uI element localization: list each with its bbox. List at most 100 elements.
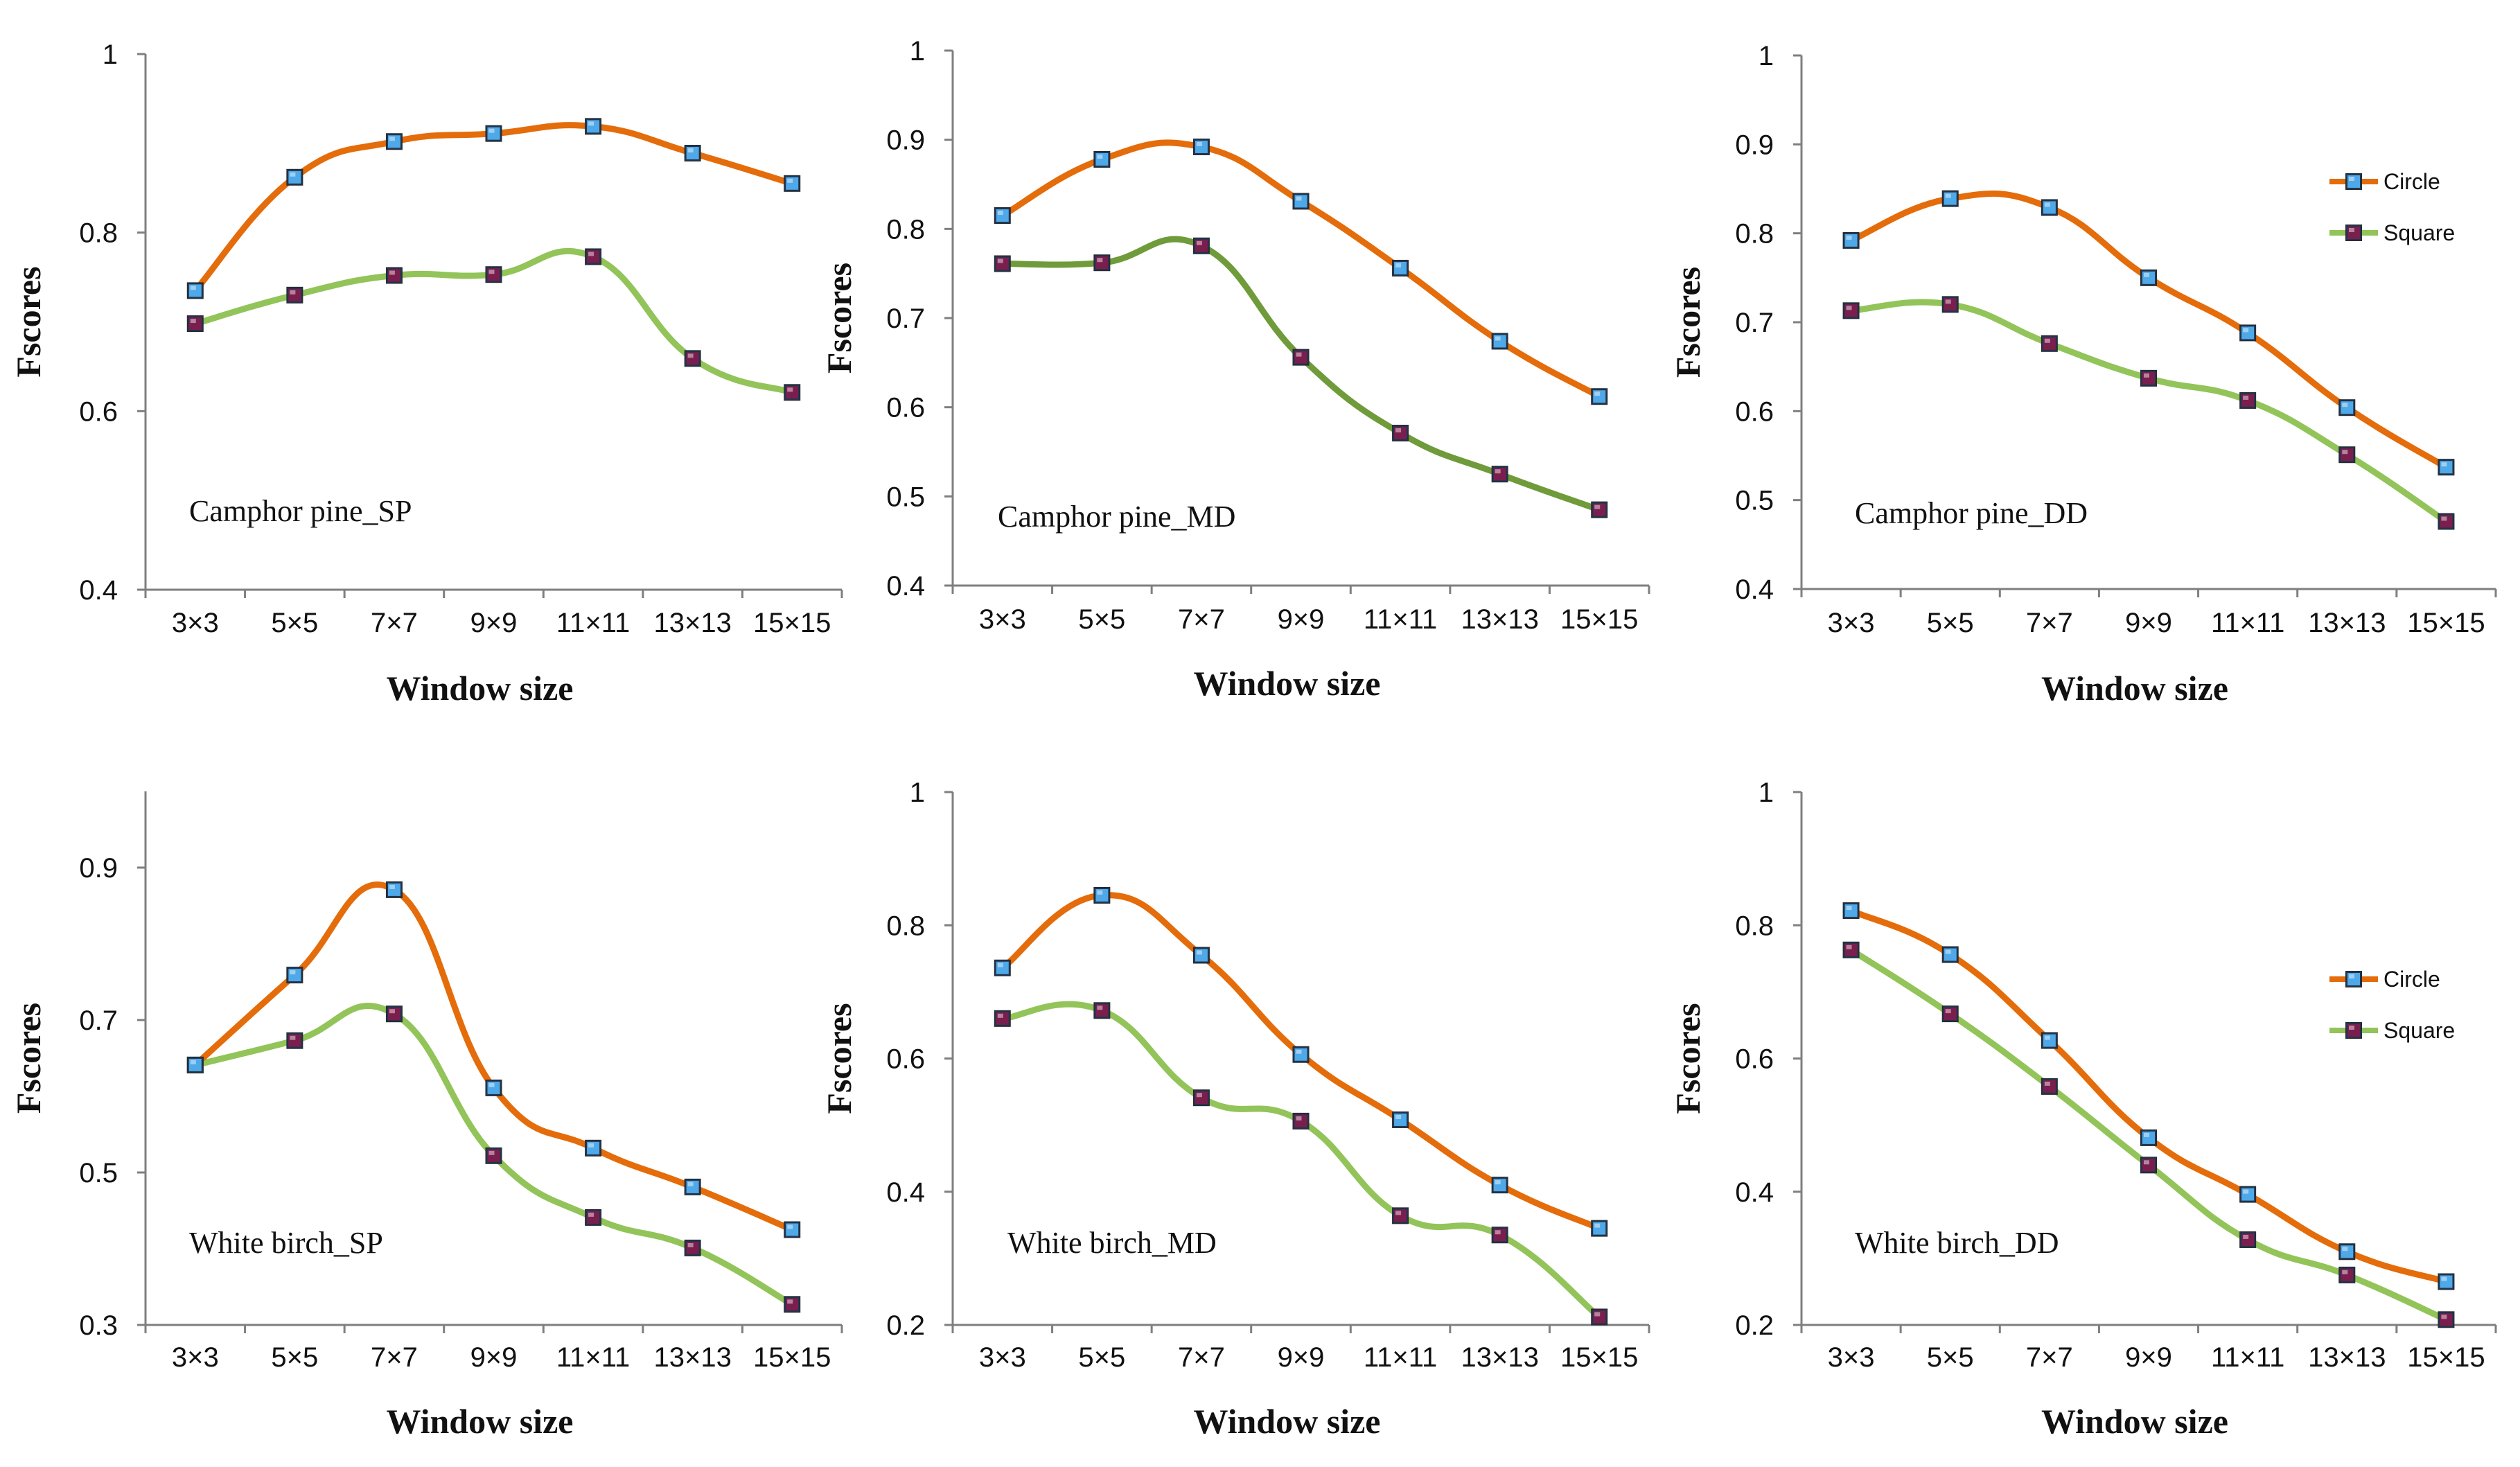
point-square <box>1192 237 1210 254</box>
point-circle-face <box>1843 903 1859 919</box>
point-square-face <box>1193 238 1209 254</box>
point-square-face <box>2041 1078 2057 1094</box>
point-circle <box>1093 150 1111 168</box>
point-square-highlight <box>1097 1005 1103 1010</box>
point-circle <box>1292 193 1310 210</box>
y-tick-label: 0.6 <box>886 1044 925 1075</box>
point-circle-face <box>2041 200 2057 216</box>
point-square-highlight <box>787 387 793 392</box>
point-square-highlight <box>2243 395 2249 400</box>
point-circle-face <box>1094 151 1110 167</box>
point-square <box>286 1032 303 1049</box>
legend: Circle Square <box>2329 169 2455 245</box>
point-circle-highlight <box>1097 890 1103 895</box>
point-circle-highlight <box>1846 906 1852 911</box>
point-square <box>385 1005 403 1023</box>
point-circle <box>1192 947 1210 964</box>
point-square-face <box>1293 349 1309 365</box>
point-square-face <box>2438 1312 2454 1328</box>
point-circle <box>186 1056 204 1073</box>
point-circle-highlight <box>997 963 1003 967</box>
x-tick-label: 13×13 <box>653 1342 731 1373</box>
y-tick-label: 0.9 <box>886 125 925 156</box>
point-square-face <box>2240 1231 2256 1247</box>
point-square-face <box>1942 1006 1958 1022</box>
point-square <box>1392 424 1409 441</box>
series-line-circle <box>192 122 795 294</box>
legend-marker-square-highlight <box>2349 1026 2354 1030</box>
point-square-face <box>1492 1227 1508 1243</box>
point-circle-highlight <box>2342 403 2348 407</box>
y-tick-label: 0.8 <box>886 911 925 941</box>
x-tick-label: 9×9 <box>1278 604 1325 635</box>
point-circle-highlight <box>1594 1223 1601 1228</box>
legend-marker-square-face <box>2346 225 2361 240</box>
point-square <box>784 384 801 401</box>
point-circle-face <box>685 146 701 161</box>
chart-camphor-pine-sp: 0.4 0.6 0.8 1 3×3 5×5 7×7 9×9 11×11 13×13 15×15 Win… <box>9 39 843 708</box>
point-square <box>1292 349 1310 366</box>
point-circle <box>485 1079 502 1096</box>
panel-label: Camphor pine_MD <box>998 500 1235 534</box>
point-circle <box>385 881 403 898</box>
point-square-highlight <box>588 1212 594 1217</box>
point-square-highlight <box>290 1035 296 1040</box>
point-square-highlight <box>787 1299 793 1304</box>
point-circle <box>2041 199 2058 216</box>
point-square <box>2438 1311 2455 1328</box>
y-tick-label: 0.3 <box>79 1310 118 1341</box>
point-circle-highlight <box>1296 196 1302 201</box>
point-square <box>2239 1231 2257 1248</box>
point-square-highlight <box>290 290 296 295</box>
x-tick-label: 11×11 <box>1364 1342 1437 1373</box>
point-circle-highlight <box>2044 1035 2050 1040</box>
point-circle <box>1292 1046 1310 1063</box>
point-circle-face <box>1843 232 1859 248</box>
point-square-highlight <box>1846 945 1852 949</box>
chart-camphor-pine-dd: 0.4 0.5 0.6 0.7 0.8 0.9 1 3×3 5×5 7×7 9×9 11×11 13×1… <box>1668 41 2497 708</box>
y-tick-label: 0.7 <box>886 304 925 334</box>
point-circle-highlight <box>997 211 1003 216</box>
point-square-face <box>1094 255 1110 271</box>
point-circle <box>1941 946 1959 963</box>
x-tick-label: 3×3 <box>1828 608 1875 638</box>
x-tick-label: 15×15 <box>2407 1342 2485 1373</box>
x-tick-label: 15×15 <box>1560 1342 1638 1373</box>
point-circle <box>1591 388 1608 405</box>
point-circle-face <box>2339 400 2355 416</box>
point-circle <box>1491 333 1508 350</box>
point-circle <box>1392 1111 1409 1128</box>
y-tick-label: 1 <box>910 778 925 808</box>
point-circle-highlight <box>2441 1276 2447 1281</box>
point-square <box>1093 254 1111 272</box>
point-square <box>2140 1157 2157 1174</box>
point-square-face <box>2041 335 2057 351</box>
x-tick-label: 7×7 <box>2026 1342 2073 1373</box>
point-circle-highlight <box>2243 1189 2249 1194</box>
legend-marker-square <box>2345 1022 2362 1039</box>
point-square <box>485 266 502 283</box>
point-square-highlight <box>1196 1093 1202 1098</box>
point-circle <box>1392 259 1409 276</box>
y-tick-label: 0.4 <box>886 571 925 601</box>
y-tick-label: 0.4 <box>886 1177 925 1208</box>
x-tick-label: 15×15 <box>1560 604 1638 635</box>
chart-white-birch-dd: 0.2 0.4 0.6 0.8 1 3×3 5×5 7×7 9×9 11×11 13×13 15×15… <box>1668 778 2497 1441</box>
point-square <box>2338 446 2356 464</box>
point-square-face <box>1193 1090 1209 1106</box>
point-circle-highlight <box>588 121 594 126</box>
y-tick-label: 0.4 <box>1735 1177 1774 1208</box>
point-square-face <box>2240 392 2256 408</box>
point-circle <box>1192 138 1210 155</box>
y-axis-title: Fscores <box>820 1003 858 1114</box>
y-tick-label: 1 <box>103 39 118 70</box>
point-square <box>994 1010 1011 1027</box>
x-tick-label: 13×13 <box>2308 608 2386 638</box>
point-square-face <box>2339 447 2355 463</box>
point-square <box>684 350 701 367</box>
y-tick-label: 0.6 <box>79 396 118 427</box>
point-square-highlight <box>389 1009 395 1014</box>
x-axis-title: Window size <box>387 669 574 708</box>
point-square-highlight <box>1097 258 1103 263</box>
point-square-face <box>685 351 701 367</box>
